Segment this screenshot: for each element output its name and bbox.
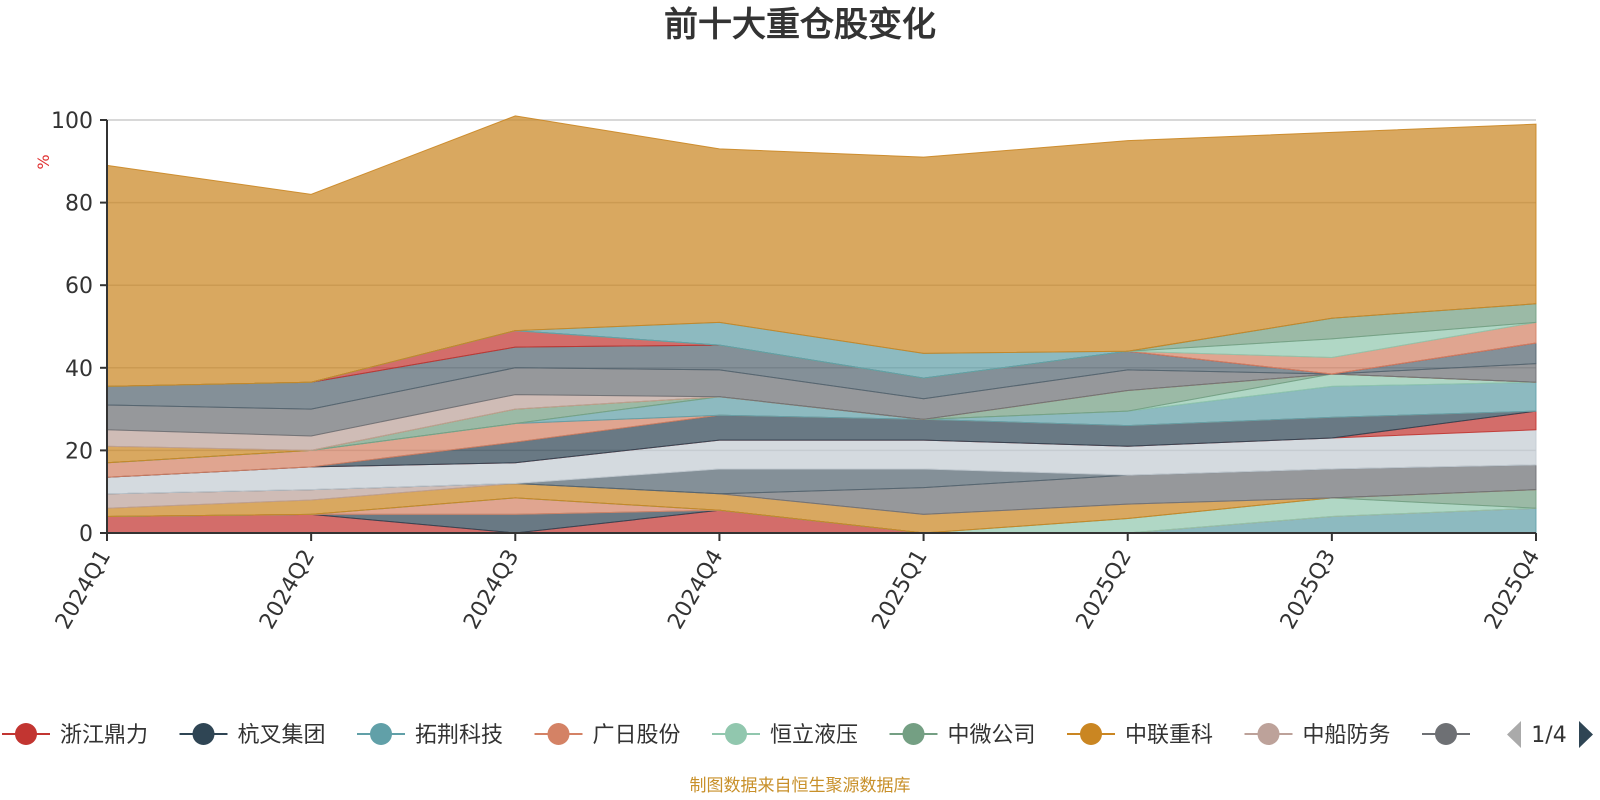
y-tick-label: 80 xyxy=(65,192,93,217)
legend-item[interactable]: 浙江鼎力 xyxy=(2,723,148,748)
legend-next-icon[interactable] xyxy=(1579,721,1593,748)
legend-label: 中船防务 xyxy=(1303,723,1391,748)
legend-prev-icon[interactable] xyxy=(1507,721,1521,748)
data-source-note: 制图数据来自恒生聚源数据库 xyxy=(690,776,911,796)
legend-label: 拓荆科技 xyxy=(415,723,503,748)
legend-label: 杭叉集团 xyxy=(238,723,326,748)
legend-marker-icon xyxy=(902,723,925,745)
y-axis-unit: % xyxy=(34,154,53,169)
legend-item[interactable]: 中微公司 xyxy=(889,723,1036,748)
legend-page-indicator: 1/4 xyxy=(1531,723,1566,748)
legend-item[interactable]: 杭叉集团 xyxy=(179,723,326,748)
area-series-group xyxy=(106,115,1537,534)
legend-label: 中联重科 xyxy=(1125,723,1213,748)
legend[interactable]: 浙江鼎力 杭叉集团 拓荆科技 广日股份 恒立液压 中微公司 中联重科 中船防务 三 xyxy=(2,723,1502,748)
legend-label: 浙江鼎力 xyxy=(60,723,148,748)
legend-label: 恒立液压 xyxy=(770,723,858,748)
y-tick-label: 20 xyxy=(65,439,93,464)
y-tick-label: 100 xyxy=(51,109,93,134)
legend-marker-icon xyxy=(1435,723,1457,745)
legend-item[interactable]: 中船防务 xyxy=(1244,723,1391,748)
legend-item[interactable]: 广日股份 xyxy=(534,723,681,748)
x-tick-label: 2024Q1 xyxy=(51,546,116,634)
legend-marker-icon xyxy=(1080,723,1102,745)
area-series xyxy=(106,115,1537,387)
x-tick-label: 2024Q4 xyxy=(663,546,728,634)
x-tick-label: 2024Q2 xyxy=(255,546,320,634)
x-tick-label: 2025Q1 xyxy=(867,546,932,634)
legend-marker-icon xyxy=(192,723,215,745)
y-tick-label: 40 xyxy=(65,357,93,382)
y-tick-label: 60 xyxy=(65,274,93,299)
legend-marker-icon xyxy=(725,723,747,745)
legend-pager[interactable]: 1/4 xyxy=(1507,721,1593,748)
legend-marker-icon xyxy=(15,723,37,745)
legend-item[interactable]: 恒立液压 xyxy=(712,723,858,748)
legend-item[interactable]: 三 xyxy=(1422,723,1502,748)
legend-marker-icon xyxy=(1257,723,1280,745)
legend-label: 三 xyxy=(1480,723,1502,748)
legend-item[interactable]: 中联重科 xyxy=(1067,723,1213,748)
legend-label: 中微公司 xyxy=(948,723,1036,748)
x-tick-label: 2025Q3 xyxy=(1276,546,1341,634)
legend-label: 广日股份 xyxy=(593,723,681,748)
legend-marker-icon xyxy=(547,723,570,745)
x-tick-label: 2025Q2 xyxy=(1072,546,1137,634)
x-tick-label: 2025Q4 xyxy=(1480,546,1545,634)
x-tick-label: 2024Q3 xyxy=(459,546,524,634)
legend-item[interactable]: 拓荆科技 xyxy=(357,723,503,748)
legend-marker-icon xyxy=(370,723,392,745)
y-tick-label: 0 xyxy=(79,522,93,547)
chart-title: 前十大重仓股变化 xyxy=(664,5,936,45)
